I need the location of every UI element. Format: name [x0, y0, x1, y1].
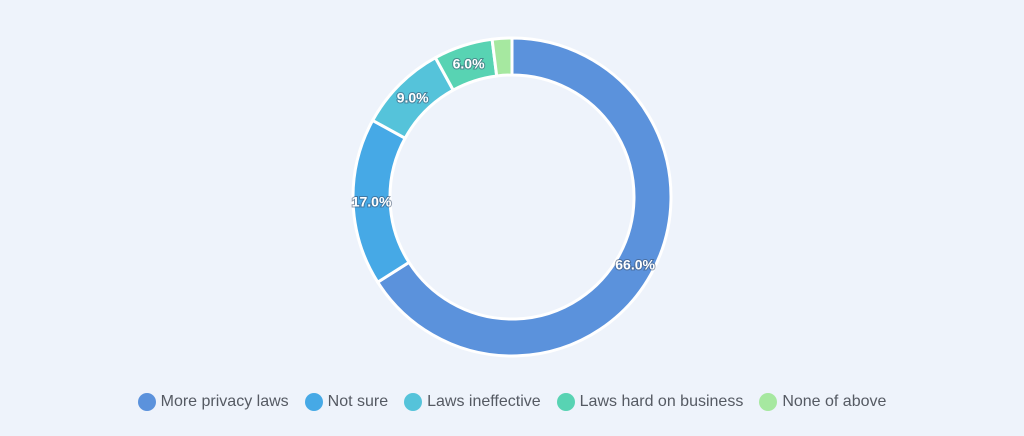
slice-more-privacy-laws[interactable]	[376, 36, 673, 358]
legend-marker	[304, 393, 323, 411]
legend-item-not-sure[interactable]: Not sure	[304, 393, 389, 411]
legend-item-laws-ineffective[interactable]: Laws ineffective	[404, 393, 541, 411]
legend-marker	[404, 393, 423, 411]
legend-item-none-of-above[interactable]: None of above	[759, 393, 886, 411]
legend-marker	[556, 393, 575, 411]
donut-svg: 66.0% 17.0% 9.0% 6.0%	[351, 36, 673, 358]
slice-label-laws-ineffective: 9.0%	[397, 90, 429, 106]
legend-item-more-privacy-laws[interactable]: More privacy laws	[137, 393, 289, 411]
legend-label: Laws hard on business	[579, 393, 744, 410]
legend-label: More privacy laws	[160, 393, 289, 410]
chart-legend: More privacy laws Not sure Laws ineffectiv…	[0, 389, 1024, 415]
legend-item-laws-hard-on-business[interactable]: Laws hard on business	[556, 393, 744, 411]
legend-label: None of above	[782, 393, 887, 410]
legend-marker	[759, 393, 778, 411]
legend-label: Not sure	[327, 393, 389, 410]
legend-marker	[137, 393, 156, 411]
legend-label: Laws ineffective	[427, 393, 541, 410]
slice-label-not-sure: 17.0%	[352, 193, 392, 209]
slice-label-more-privacy-laws: 66.0%	[615, 257, 655, 273]
slice-label-laws-hard-on-business: 6.0%	[453, 55, 485, 71]
slice-none-of-above[interactable]	[490, 36, 514, 78]
